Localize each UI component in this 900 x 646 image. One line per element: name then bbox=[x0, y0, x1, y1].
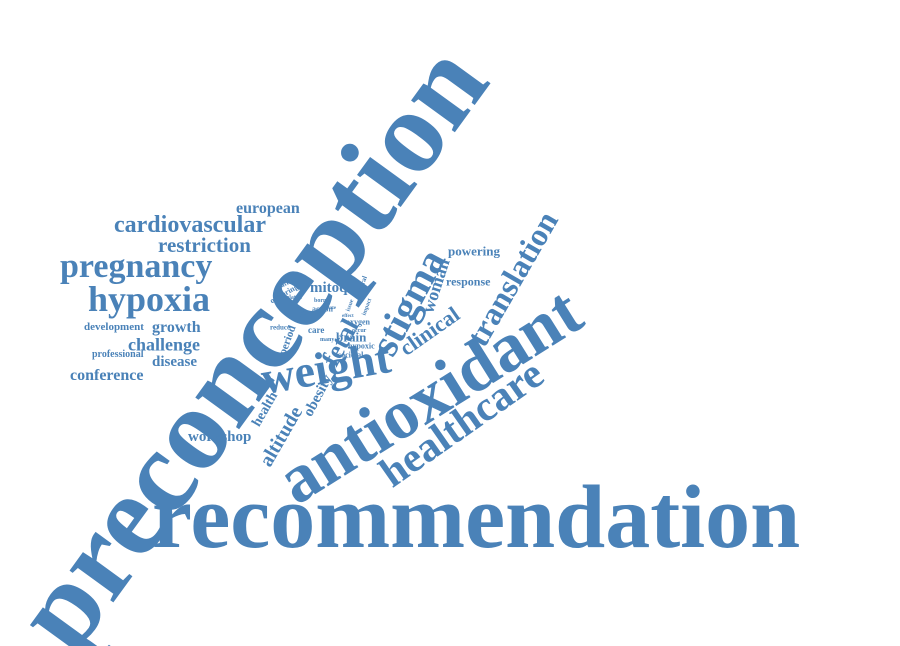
word-many: many bbox=[320, 337, 335, 344]
word-action: action bbox=[312, 304, 333, 314]
word-workshop: workshop bbox=[188, 429, 252, 445]
word-conference: conference bbox=[70, 367, 144, 385]
word-effect: effect bbox=[342, 314, 354, 319]
word-disease: disease bbox=[152, 354, 197, 370]
word-response: response bbox=[446, 274, 491, 289]
word-growth: growth bbox=[152, 319, 201, 337]
word-mitoq: mitoq bbox=[310, 280, 348, 296]
word-professional: professional bbox=[92, 349, 144, 360]
word-hypoxia: hypoxia bbox=[88, 279, 211, 320]
word-state: state bbox=[326, 306, 336, 311]
word-challenge: challenge bbox=[128, 334, 200, 355]
word-recommendation: recommendation bbox=[152, 468, 801, 567]
word-societal: societal bbox=[338, 350, 364, 360]
word-reduce: reduce bbox=[270, 323, 291, 332]
word-european: european bbox=[236, 200, 300, 218]
word-restriction: restriction bbox=[158, 233, 251, 258]
word-occur: occur bbox=[352, 328, 367, 335]
word-care: care bbox=[308, 324, 325, 335]
word-cardiovascular: cardiovascular bbox=[114, 211, 266, 238]
word-born: born bbox=[314, 298, 327, 305]
word-development: development bbox=[84, 321, 144, 334]
word-related: related bbox=[284, 295, 302, 302]
word-brain: brain bbox=[336, 329, 367, 345]
word-pregnancy: pregnancy bbox=[60, 247, 213, 285]
word-hypoxic: hypoxic bbox=[348, 341, 375, 351]
word-oxygen: oxygen bbox=[346, 317, 370, 327]
word-powering: powering bbox=[448, 243, 500, 259]
